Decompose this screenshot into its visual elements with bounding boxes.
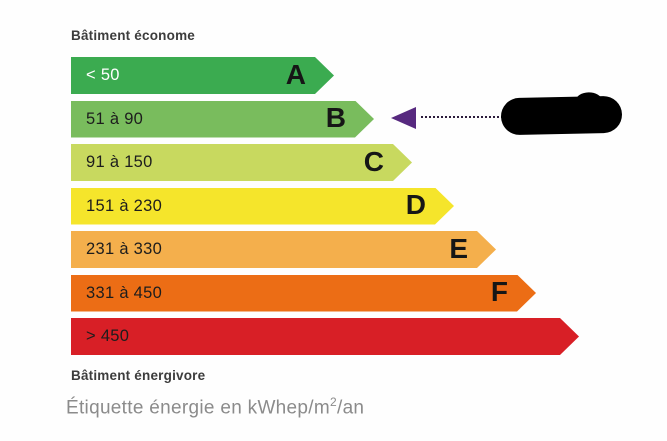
- bar-grade-letter: F: [490, 275, 508, 307]
- energy-bar-f: 331 à 450 F: [71, 275, 536, 312]
- energy-bar-c: 91 à 150 C: [71, 144, 412, 181]
- caption-prefix: Étiquette énergie en kWhep/m: [66, 397, 330, 419]
- bar-range-label: 151 à 230: [86, 196, 163, 215]
- dotted-connector-line: [421, 116, 503, 118]
- energy-bar-b: 51 à 90 B: [71, 101, 374, 138]
- energy-bar-e: 231 à 330 E: [71, 231, 496, 268]
- bar-range-label: > 450: [86, 327, 130, 345]
- bar-grade-letter: E: [449, 232, 468, 264]
- chart-caption: Étiquette énergie en kWhep/m2/an: [66, 395, 364, 419]
- economical-building-label: Bâtiment économe: [71, 28, 195, 43]
- bar-range-label: < 50: [86, 66, 120, 84]
- energy-bars: < 50 A 51 à 90 B 91 à 150 C 151 à 230 D …: [71, 57, 579, 362]
- bar-grade-letter: A: [285, 58, 306, 90]
- bar-grade-letter: C: [363, 145, 384, 177]
- caption-superscript: 2: [330, 395, 337, 409]
- arrow-left-icon: [391, 107, 416, 129]
- bar-grade-letter: B: [325, 101, 346, 133]
- energy-bar-g: > 450: [71, 318, 579, 355]
- bar-grade-letter: D: [405, 188, 426, 220]
- bar-range-label: 91 à 150: [86, 153, 153, 171]
- bar-range-label: 231 à 330: [86, 240, 163, 258]
- bar-range-label: 51 à 90: [86, 109, 144, 128]
- energy-intensive-building-label: Bâtiment énergivore: [71, 368, 206, 383]
- caption-suffix: /an: [336, 397, 365, 419]
- redacted-value-blob: [500, 95, 623, 136]
- energy-bar-a: < 50 A: [71, 57, 334, 94]
- bar-range-label: 331 à 450: [86, 283, 163, 302]
- energy-bar-d: 151 à 230 D: [71, 188, 454, 225]
